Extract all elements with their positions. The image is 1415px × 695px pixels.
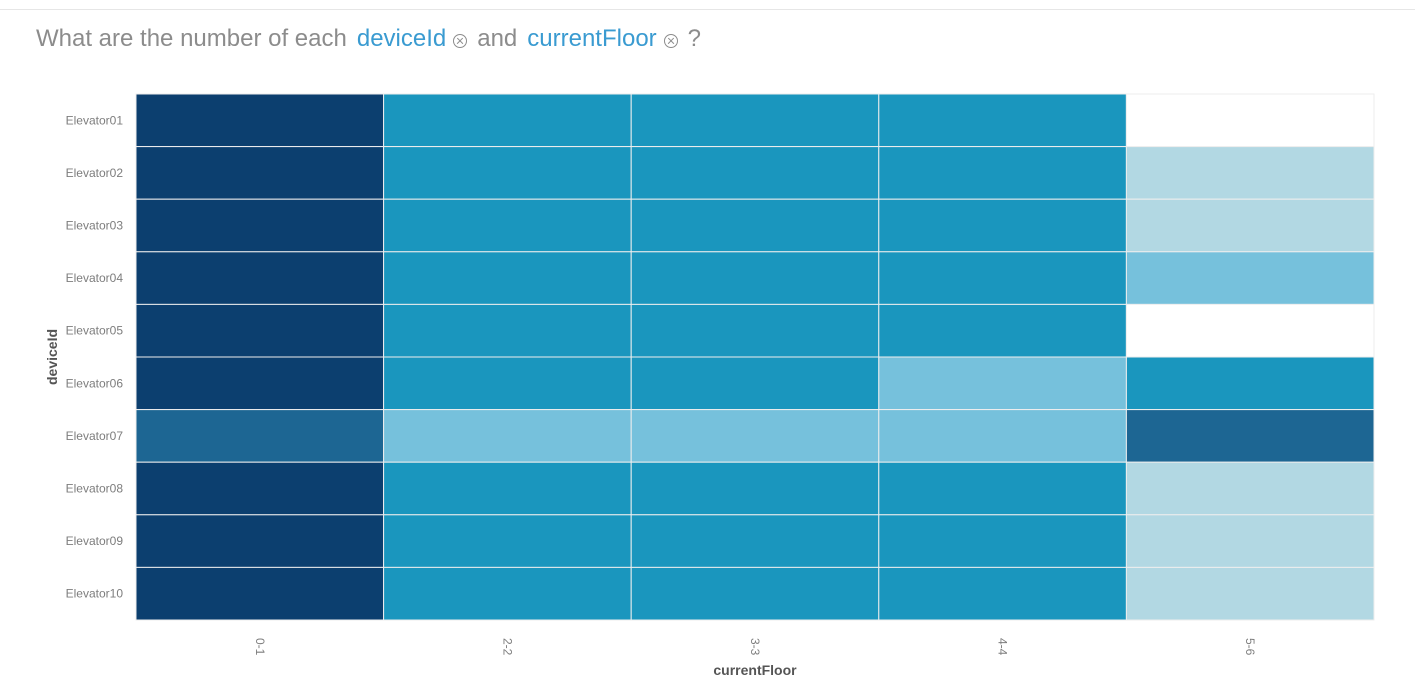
heatmap-cell[interactable] <box>383 146 632 200</box>
heatmap-cell[interactable] <box>135 146 385 200</box>
chip-deviceid-label[interactable]: deviceId <box>356 25 447 52</box>
heatmap-cell[interactable] <box>878 146 1127 200</box>
heatmap-cell[interactable] <box>630 514 880 568</box>
heatmap-cell[interactable] <box>383 93 632 148</box>
y-tick-label: Elevator08 <box>66 482 124 496</box>
heatmap-cell[interactable] <box>135 566 385 621</box>
y-tick-label: Elevator07 <box>66 429 124 443</box>
heatmap-cells <box>135 93 1375 621</box>
heatmap-cell[interactable] <box>630 198 880 253</box>
y-tick-label: Elevator05 <box>66 324 124 338</box>
y-tick-label: Elevator02 <box>66 166 124 180</box>
chip-deviceid[interactable]: deviceId <box>356 25 468 53</box>
heatmap-cell[interactable] <box>878 566 1127 621</box>
heatmap-cell[interactable] <box>630 93 880 148</box>
heatmap-cell[interactable] <box>383 514 632 568</box>
heatmap-cell[interactable] <box>1125 146 1375 200</box>
close-circle-icon[interactable] <box>453 34 468 48</box>
question-suffix: ? <box>687 25 702 52</box>
x-tick-label: 0-1 <box>253 638 267 656</box>
heatmap-cell[interactable] <box>878 461 1127 516</box>
y-tick-label: Elevator10 <box>66 587 124 601</box>
heatmap-cell[interactable] <box>135 303 385 358</box>
heatmap-cell[interactable] <box>878 198 1127 253</box>
heatmap-cell[interactable] <box>878 514 1127 568</box>
heatmap-cell[interactable] <box>1125 514 1375 568</box>
question-conjunction: and <box>477 25 518 52</box>
y-axis-ticks: Elevator01 Elevator02 Elevator03 Elevator04… <box>66 113 124 600</box>
heatmap-cell[interactable] <box>1125 566 1375 621</box>
y-tick-label: Elevator03 <box>66 219 124 233</box>
heatmap-cell[interactable] <box>878 251 1127 305</box>
heatmap-cell[interactable] <box>135 461 385 516</box>
heatmap-cell[interactable] <box>1125 356 1375 411</box>
heatmap-cell[interactable] <box>135 409 385 463</box>
heatmap-cell[interactable] <box>630 461 880 516</box>
heatmap-cell[interactable] <box>383 461 632 516</box>
heatmap-cell[interactable] <box>630 251 880 305</box>
heatmap-cell[interactable] <box>630 146 880 200</box>
heatmap-cell[interactable] <box>630 409 880 463</box>
heatmap-cell[interactable] <box>383 409 632 463</box>
heatmap-cell[interactable] <box>135 356 385 411</box>
heatmap-cell[interactable] <box>383 251 632 305</box>
y-tick-label: Elevator04 <box>66 271 124 285</box>
heatmap-cell[interactable] <box>135 93 385 148</box>
x-tick-label: 3-3 <box>748 638 762 656</box>
x-axis-label: currentFloor <box>713 662 797 678</box>
y-tick-label: Elevator06 <box>66 376 124 390</box>
heatmap-cell[interactable] <box>878 303 1127 358</box>
heatmap-cell[interactable] <box>1125 409 1375 463</box>
heatmap-cell[interactable] <box>878 356 1127 411</box>
top-divider <box>0 9 1415 10</box>
x-tick-label: 2-2 <box>500 638 514 656</box>
y-tick-label: Elevator09 <box>66 534 124 548</box>
close-circle-icon[interactable] <box>663 34 678 48</box>
question-prefix: What are the number of each <box>36 25 347 52</box>
heatmap-cell[interactable] <box>1125 303 1375 358</box>
heatmap-cell[interactable] <box>383 303 632 358</box>
heatmap-cell[interactable] <box>1125 461 1375 516</box>
x-axis-ticks: 0-1 2-2 3-3 4-4 5-6 <box>253 638 1257 656</box>
chip-currentfloor[interactable]: currentFloor <box>527 25 678 53</box>
chip-currentfloor-label[interactable]: currentFloor <box>527 25 657 52</box>
heatmap-cell[interactable] <box>383 566 632 621</box>
heatmap-cell[interactable] <box>878 409 1127 463</box>
heatmap-cell[interactable] <box>1125 198 1375 253</box>
heatmap-cell[interactable] <box>383 356 632 411</box>
heatmap-cell[interactable] <box>135 514 385 568</box>
heatmap-cell[interactable] <box>878 93 1127 148</box>
question-bar: What are the number of each deviceId and… <box>36 22 711 56</box>
heatmap-cell[interactable] <box>1125 93 1375 148</box>
heatmap-cell[interactable] <box>383 198 632 253</box>
x-tick-label: 5-6 <box>1243 638 1257 656</box>
heatmap-cell[interactable] <box>135 198 385 253</box>
heatmap-cell[interactable] <box>630 303 880 358</box>
heatmap-cell[interactable] <box>630 356 880 411</box>
heatmap-cell[interactable] <box>135 251 385 305</box>
heatmap-cell[interactable] <box>1125 251 1375 305</box>
heatmap-cell[interactable] <box>630 566 880 621</box>
y-tick-label: Elevator01 <box>66 113 124 127</box>
x-tick-label: 4-4 <box>996 638 1010 656</box>
y-axis-label: deviceId <box>44 329 60 385</box>
